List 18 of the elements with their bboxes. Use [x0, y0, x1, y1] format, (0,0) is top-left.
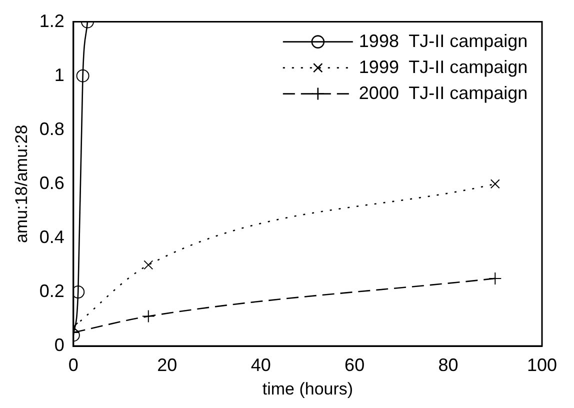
y-tick-label: 0: [54, 334, 64, 355]
y-tick-label: 0.4: [39, 226, 64, 247]
y-tick-label: 0.6: [39, 172, 64, 193]
x-tick-label: 0: [68, 354, 78, 375]
x-tick-label: 40: [250, 354, 271, 375]
x-axis-title: time (hours): [262, 379, 354, 398]
y-tick-label: 1.2: [39, 10, 64, 31]
y-axis-title: amu:18/amu:28: [12, 124, 31, 243]
y-tick-label: 1: [54, 64, 64, 85]
legend-label: 1998 TJ-II campaign: [358, 30, 528, 51]
legend-label: 1999 TJ-II campaign: [358, 56, 528, 77]
x-tick-label: 100: [526, 354, 558, 375]
legend-label: 2000 TJ-II campaign: [358, 82, 528, 103]
y-tick-label: 0.8: [39, 118, 64, 139]
x-tick-label: 60: [344, 354, 365, 375]
x-tick-label: 20: [157, 354, 178, 375]
y-tick-label: 0.2: [39, 280, 64, 301]
x-tick-label: 80: [438, 354, 458, 375]
